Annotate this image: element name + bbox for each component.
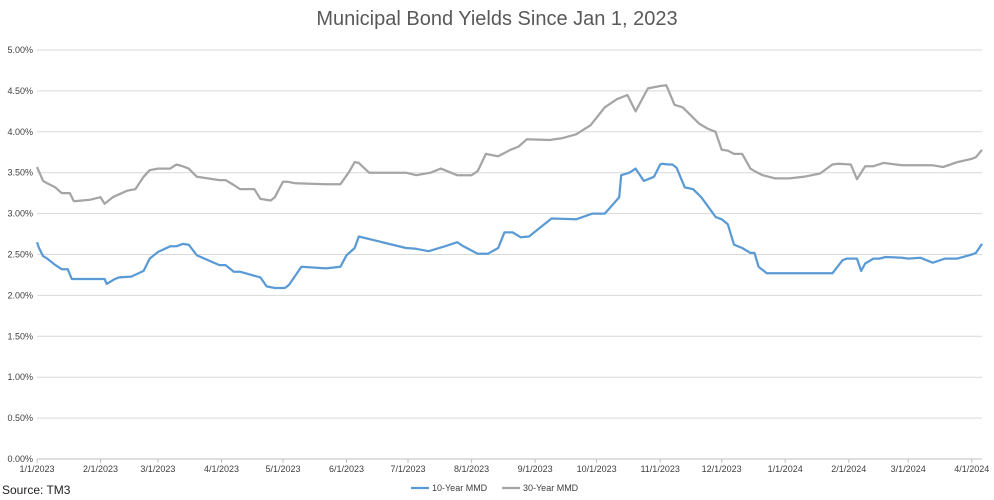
legend-label: 10-Year MMD	[432, 483, 488, 493]
x-tick-label: 11/1/2023	[640, 464, 679, 474]
y-tick-label: 0.50%	[7, 413, 33, 423]
y-tick-label: 5.00%	[7, 45, 33, 55]
y-tick-label: 1.50%	[7, 331, 33, 341]
source-note: Source: TM3	[2, 483, 71, 497]
y-tick-label: 4.50%	[7, 86, 33, 96]
x-tick-label: 4/1/2023	[204, 464, 239, 474]
series-line	[35, 84, 983, 205]
series-lines	[35, 84, 983, 290]
gridlines	[37, 49, 982, 419]
x-tick-label: 3/1/2023	[140, 464, 175, 474]
legend: 10-Year MMD 30-Year MMD	[411, 483, 579, 493]
chart-title: Municipal Bond Yields Since Jan 1, 2023	[316, 8, 678, 30]
x-tick-label: 12/1/2023	[702, 464, 742, 474]
x-axis: 1/1/2023 2/1/2023 3/1/2023 4/1/2023 5/1/2023…	[19, 458, 989, 474]
x-tick-label: 9/1/2023	[518, 464, 553, 474]
x-tick-label: 4/1/2024	[954, 464, 989, 474]
y-tick-label: 4.00%	[7, 127, 33, 137]
y-tick-label: 1.00%	[7, 372, 33, 382]
x-tick-label: 8/1/2023	[454, 464, 489, 474]
x-tick-label: 5/1/2023	[265, 464, 300, 474]
x-tick-label: 3/1/2024	[891, 464, 926, 474]
x-tick-label: 2/1/2023	[83, 464, 118, 474]
series-line	[35, 162, 983, 290]
x-tick-label: 1/1/2024	[768, 464, 803, 474]
y-tick-label: 3.50%	[7, 168, 33, 178]
x-tick-label: 6/1/2023	[329, 464, 364, 474]
x-tick-label: 2/1/2024	[831, 464, 866, 474]
y-tick-label: 0.00%	[7, 454, 33, 464]
x-tick-label: 1/1/2023	[19, 464, 54, 474]
x-tick-label: 10/1/2023	[577, 464, 617, 474]
y-axis-tick-labels: 0.00% 0.50% 1.00% 1.50% 2.00% 2.50% 3.00% 3.50%…	[7, 45, 33, 464]
y-tick-label: 2.50%	[7, 250, 33, 260]
y-tick-label: 3.00%	[7, 209, 33, 219]
legend-label: 30-Year MMD	[523, 483, 579, 493]
y-tick-label: 2.00%	[7, 290, 33, 300]
x-tick-label: 7/1/2023	[391, 464, 426, 474]
